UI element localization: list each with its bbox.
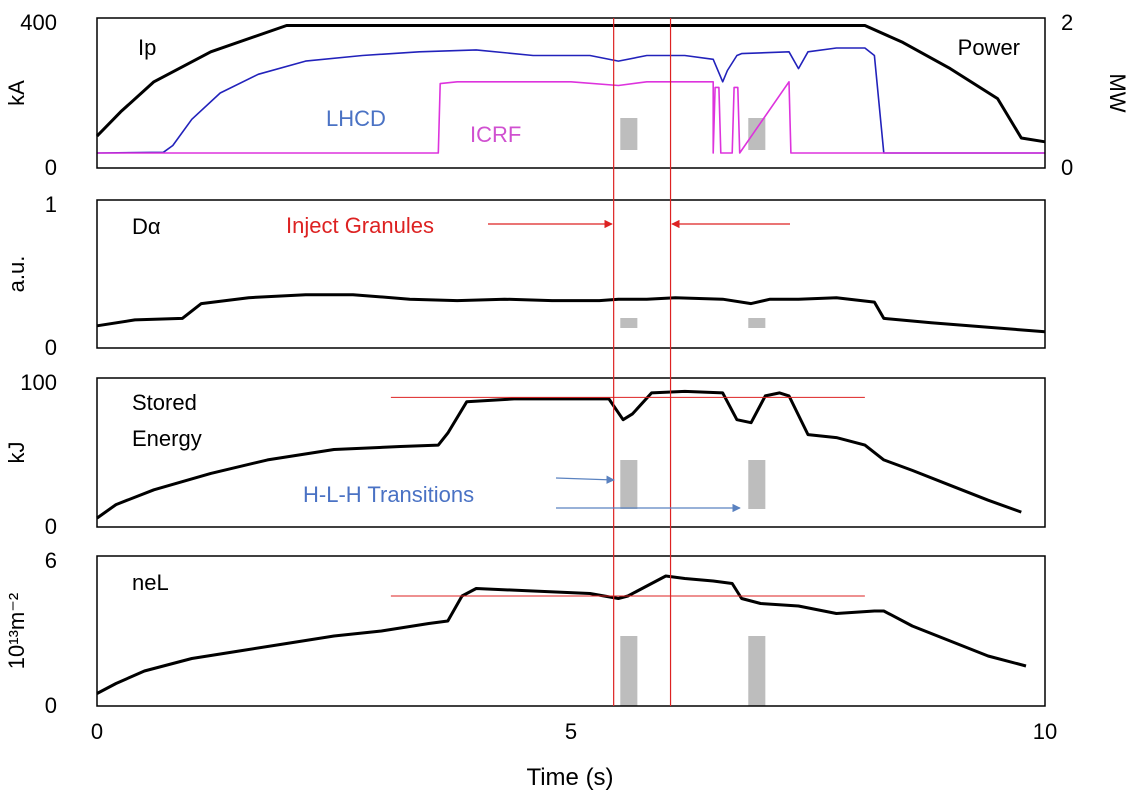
panel3-annotation-hlh-transitions: H-L-H Transitions bbox=[303, 482, 474, 507]
x-tick-label-10: 10 bbox=[1033, 719, 1057, 744]
gray-bar-p4-1 bbox=[620, 636, 638, 706]
y-axis-label-p3: kJ bbox=[4, 442, 29, 464]
panel2-annotation-dalpha: Dα bbox=[132, 214, 161, 239]
series-line-p3-stored-energy bbox=[96, 389, 1022, 520]
y-axis-label-p2: a.u. bbox=[4, 256, 29, 293]
series-line-p2-d- bbox=[96, 293, 1046, 334]
gray-bar-p1-2 bbox=[748, 118, 766, 150]
panel3-annotation-energy: Energy bbox=[132, 426, 202, 451]
series-line-p1-icrf bbox=[97, 81, 1045, 154]
x-tick-label-0: 0 bbox=[91, 719, 103, 744]
panel1-annotation-ip: Ip bbox=[138, 35, 156, 60]
y-tick-label-p1-high: 400 bbox=[20, 10, 57, 35]
right-tick-label-low: 0 bbox=[1061, 155, 1073, 180]
y-tick-label-p2-high: 1 bbox=[45, 192, 57, 217]
right-axis-label: MW bbox=[1105, 73, 1130, 112]
panel-frame-3 bbox=[96, 377, 1046, 528]
x-axis-title: Time (s) bbox=[526, 764, 613, 791]
y-tick-label-p1-low: 0 bbox=[45, 155, 57, 180]
gray-bar-p4-2 bbox=[748, 636, 766, 706]
panel-frame-4 bbox=[96, 555, 1046, 707]
panel-frame-1 bbox=[96, 17, 1046, 169]
panel4-annotation-nel: neL bbox=[132, 570, 169, 595]
panel-frame-2 bbox=[96, 199, 1046, 349]
y-axis-label-p1: kA bbox=[4, 80, 29, 106]
series-line-p1-lhcd bbox=[96, 47, 1045, 154]
legend-icrf-label: ICRF bbox=[470, 122, 521, 147]
panel3-annotation-stored: Stored bbox=[132, 390, 197, 415]
panel1-annotation-power: Power bbox=[958, 35, 1020, 60]
y-tick-label-p3-low: 0 bbox=[45, 514, 57, 539]
y-tick-label-p2-low: 0 bbox=[45, 335, 57, 360]
gray-bar-p3-2 bbox=[748, 460, 766, 509]
y-tick-label-p3-high: 100 bbox=[20, 370, 57, 395]
gray-bar-p3-1 bbox=[620, 460, 638, 509]
transition-arrow-1 bbox=[555, 475, 615, 484]
gray-bar-p1-1 bbox=[620, 118, 638, 150]
right-tick-label-high: 2 bbox=[1061, 10, 1073, 35]
series-line-p1-ip bbox=[95, 24, 1046, 144]
y-tick-label-p4-high: 6 bbox=[45, 548, 57, 573]
y-axis-label-p4: 10¹³m⁻² bbox=[4, 593, 29, 669]
series-line-p4-nel bbox=[96, 574, 1027, 695]
y-tick-label-p4-low: 0 bbox=[45, 693, 57, 718]
legend-lhcd-label: LHCD bbox=[326, 106, 386, 131]
gray-bar-p2-1 bbox=[620, 318, 638, 328]
panel2-annotation-inject-granules: Inject Granules bbox=[286, 213, 434, 238]
gray-bar-p2-2 bbox=[748, 318, 766, 328]
x-tick-label-5: 5 bbox=[565, 719, 577, 744]
